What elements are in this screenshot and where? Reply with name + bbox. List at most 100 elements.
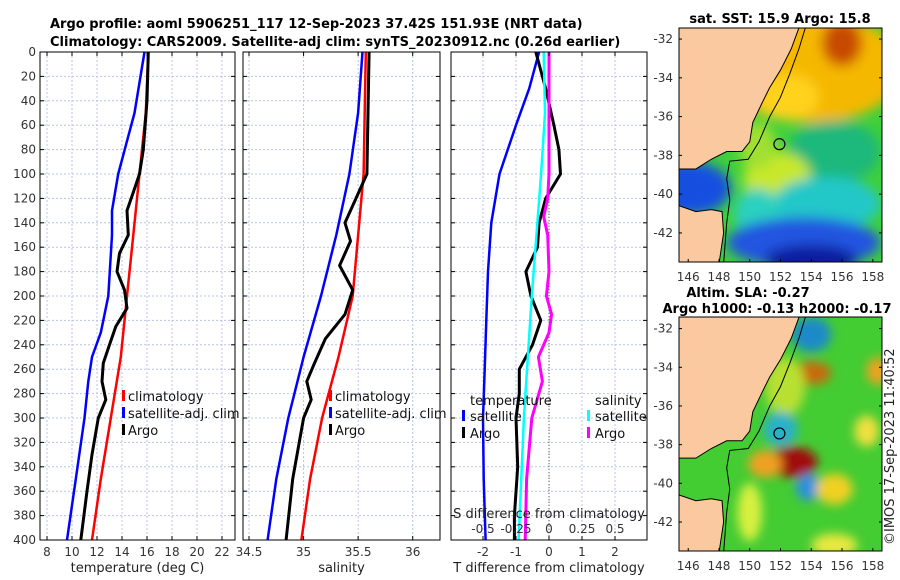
x-tick-label: 20 [189,545,204,559]
temperature-panel: 8 10 12 14 16 18 20 220204060801001201401601802… [13,45,240,576]
differences-series-satellite-salinity [517,51,547,541]
sla-patch [748,450,783,478]
sla-map: 146 148 150 152 154 156 158 -32 -34 -36 -38 -40 -42 [653,316,884,573]
x-tick-label: -2 [477,545,489,559]
legend-label: Argo [128,424,158,439]
sst-patch [757,73,819,121]
depth-tick-label: 340 [13,460,36,474]
x-tick-label: 12 [89,545,104,559]
legend-swatch [122,390,125,401]
lat-tick-label: -42 [653,226,673,240]
s-diff-axis-label: S difference from climatology [453,507,645,522]
depth-tick-label: 140 [13,216,36,230]
depth-tick-label: 80 [21,143,36,157]
lat-tick-label: -32 [653,322,673,336]
legend-label: Argo [470,427,500,442]
legend-label: Argo [335,424,365,439]
x-tick-label: 35 [296,545,311,559]
lon-tick-label: 158 [861,559,884,573]
depth-tick-label: 160 [13,240,36,254]
lon-tick-label: 150 [738,270,761,284]
lon-tick-label: 150 [738,559,761,573]
lat-tick-label: -40 [653,476,673,490]
x-tick-label: 1 [578,545,586,559]
sla-patch [815,473,853,505]
argo-location-marker [773,138,786,151]
depth-tick-label: 320 [13,435,36,449]
lat-tick-label: -40 [653,187,673,201]
depth-tick-label: 180 [13,265,36,279]
salinity-series-climatology [300,51,368,541]
lat-tick-label: -38 [653,148,673,162]
legend-swatch [587,410,590,421]
tasmania-land [679,494,725,551]
sla-patch [854,415,879,447]
depth-tick-label: 380 [13,509,36,523]
sst-patch [772,176,881,231]
lat-tick-label: -42 [653,515,673,529]
isobath-line [723,317,806,551]
lon-tick-label: 156 [831,559,854,573]
copyright-stamp: ©IMOS 17-Sep-2023 11:40:52 [883,348,898,545]
sla-field-blobs [737,317,882,551]
legend-swatch [329,390,332,401]
legend-swatch [329,424,332,435]
differences-x-axis-label: T difference from climatology [452,561,645,576]
isobath-line [723,28,806,262]
temperature-x-axis-label: temperature (deg C) [71,561,205,576]
temperature-series-satellite-adj--clim [65,51,146,541]
legend-label: satellite [595,410,647,425]
sla-map-title-2: Argo h1000: -0.13 h2000: -0.17 [662,302,891,317]
lon-tick-label: 156 [831,270,854,284]
x-tick-label: -1 [510,545,522,559]
depth-tick-label: 300 [13,411,36,425]
legend-title-salinity: salinity [595,394,642,409]
differences-panel: -2 -1 0 1 2 T difference from climatology temp… [450,51,648,576]
title-line-1: Argo profile: aoml 5906251_117 12-Sep-20… [50,17,583,32]
lon-tick-label: 152 [769,270,792,284]
legend-swatch [329,407,332,418]
differences-series-satellite-temperature [481,51,541,541]
x-tick-label: 10 [64,545,79,559]
sla-patch [763,411,798,447]
sla-patch [768,446,818,478]
salinity-series-argo [284,51,371,541]
x-tick-label: 0 [545,545,553,559]
mainland-land [679,28,800,170]
s-diff-tick-label: 0.25 [569,522,596,536]
depth-tick-label: 200 [13,289,36,303]
lat-tick-label: -38 [653,438,673,452]
x-tick-label: 8 [43,545,51,559]
plots-group: 8 10 12 14 16 18 20 220204060801001201401601802… [13,27,884,576]
sla-map-title-1: Altim. SLA: -0.27 [686,286,809,301]
depth-tick-label: 400 [13,533,36,547]
argo-location-marker [773,427,786,440]
lat-tick-label: -36 [653,110,673,124]
sla-patch [765,357,806,416]
s-diff-tick-label: 0 [545,522,553,536]
tasmania-land [679,205,725,262]
salinity-series-satellite-adj--clim [266,51,364,541]
depth-tick-label: 360 [13,484,36,498]
salinity-x-axis-label: salinity [318,561,365,576]
x-tick-label: 14 [114,545,129,559]
s-diff-tick-label: 0.5 [605,522,624,536]
depth-tick-label: 100 [13,167,36,181]
depth-tick-label: 260 [13,362,36,376]
depth-tick-label: 280 [13,387,36,401]
s-diff-tick-label: -0.25 [500,522,531,536]
lon-tick-label: 148 [708,270,731,284]
lon-tick-label: 146 [677,270,700,284]
depth-tick-label: 240 [13,338,36,352]
mainland-land [679,317,800,459]
lon-tick-label: 158 [861,270,884,284]
x-tick-label: 2 [611,545,619,559]
salinity-panel: 34.5 35 35.5 36 salinity climatology satellite… [236,51,447,576]
sla-patch [795,473,821,501]
legend-title-temperature: temperature [470,394,552,409]
lat-tick-label: -34 [653,360,673,374]
x-tick-label: 22 [214,545,229,559]
lon-tick-label: 154 [800,270,823,284]
